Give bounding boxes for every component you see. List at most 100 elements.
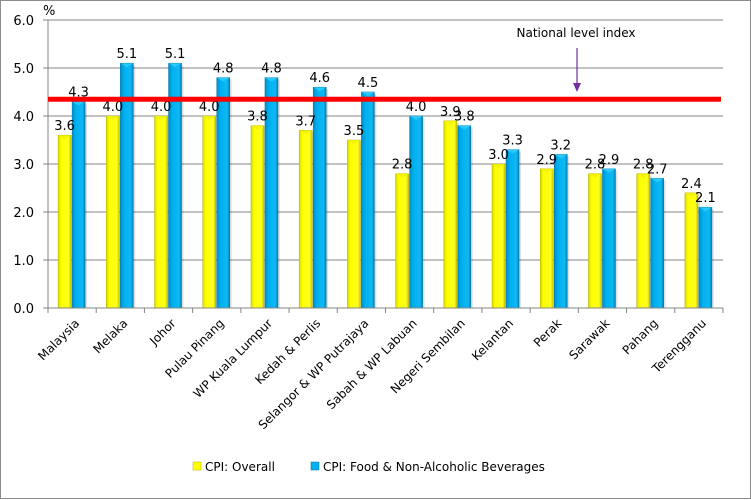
bar-cap	[106, 116, 120, 120]
bar-cap	[409, 116, 423, 120]
x-category-label: Melaka	[90, 316, 130, 356]
data-label: 3.9	[440, 105, 461, 120]
bar-cap	[636, 173, 650, 178]
data-label: 3.0	[488, 148, 509, 163]
bar-cap	[395, 173, 409, 178]
bar-food	[698, 206, 713, 309]
y-axis-unit: %	[43, 4, 55, 19]
x-category-label: Johor	[146, 316, 178, 348]
gridlines	[48, 19, 723, 261]
bar-overall	[443, 120, 458, 309]
bar-cap	[72, 101, 86, 106]
x-category-label: Malaysia	[35, 316, 82, 363]
data-label: 2.8	[585, 158, 606, 173]
bar-cap	[540, 168, 554, 173]
arrow-head-icon	[573, 83, 581, 92]
data-label: 4.8	[213, 62, 234, 77]
data-label: 2.9	[599, 153, 620, 168]
y-tick-label: 6.0	[13, 14, 34, 29]
data-label: 2.8	[633, 158, 654, 173]
y-tick-label: 1.0	[13, 254, 34, 269]
data-label: 4.6	[309, 71, 330, 86]
bar-cap	[264, 77, 278, 82]
bar-cap	[202, 116, 216, 120]
bar-overall	[154, 115, 168, 309]
data-label: 2.9	[536, 153, 557, 168]
data-label: 3.7	[295, 114, 316, 129]
bars	[57, 62, 714, 309]
data-label: 4.0	[199, 100, 220, 115]
data-label: 3.5	[344, 124, 365, 139]
bar-cap	[684, 192, 698, 197]
bar-cap	[58, 135, 72, 140]
x-category-label: Sabah & WP Labuan	[324, 316, 420, 412]
bar-cap	[602, 168, 616, 173]
bar-overall	[491, 163, 506, 309]
bar-cap	[299, 130, 313, 135]
legend-swatch-food	[310, 461, 320, 471]
annotation-text: National level index	[517, 26, 636, 40]
bar-cap	[347, 140, 361, 144]
bar-food	[554, 154, 568, 309]
bar-cap	[168, 63, 182, 68]
legend-label: CPI: Overall	[205, 460, 275, 474]
bar-food	[602, 168, 616, 309]
legend: CPI: Overall CPI: Food & Non-Alcoholic Be…	[192, 460, 545, 474]
bar-cap	[698, 207, 712, 212]
bar-overall	[250, 125, 265, 309]
bar-overall	[347, 139, 361, 309]
y-tick-label: 5.0	[13, 62, 34, 77]
data-label: 4.0	[102, 100, 123, 115]
data-label: 4.5	[358, 76, 379, 91]
data-label: 2.1	[695, 191, 716, 206]
bar-overall	[588, 173, 602, 309]
y-tick-label: 0.0	[13, 302, 34, 317]
data-label: 5.1	[165, 47, 186, 62]
bar-cap	[492, 164, 506, 168]
bar-overall	[395, 173, 409, 309]
x-category-label: Kelantan	[469, 316, 516, 363]
y-axis: 0.0 1.0 2.0 3.0 4.0 5.0 6.0	[13, 14, 49, 317]
data-label: 2.4	[681, 177, 702, 192]
bar-cap	[588, 173, 602, 178]
bar-food	[505, 149, 520, 309]
data-label: 4.8	[261, 62, 282, 77]
x-category-label: Pahang	[620, 316, 661, 357]
bar-overall	[202, 115, 216, 309]
data-label: 2.7	[647, 162, 668, 177]
bar-overall	[684, 192, 699, 309]
data-label: 2.8	[392, 158, 413, 173]
data-label: 3.6	[54, 119, 75, 134]
bar-cap	[313, 87, 327, 92]
bar-overall	[106, 115, 120, 309]
bar-cap	[457, 125, 471, 130]
bar-cap	[250, 125, 264, 130]
x-category-label: Perak	[531, 316, 565, 350]
bar-cap	[443, 120, 457, 125]
data-label: 3.8	[454, 110, 475, 125]
y-tick-label: 4.0	[13, 110, 34, 125]
bar-cap	[650, 178, 664, 183]
bar-cap	[120, 63, 134, 68]
bar-food	[650, 178, 664, 309]
data-label: 4.0	[151, 100, 172, 115]
data-labels: 3.64.34.05.14.05.14.04.83.84.83.74.63.54…	[54, 47, 715, 206]
data-label: 3.8	[247, 110, 268, 125]
data-label: 3.3	[502, 134, 523, 149]
bar-cap	[554, 154, 568, 159]
bar-overall	[636, 173, 650, 309]
bar-cap	[216, 77, 230, 82]
bar-cap	[506, 149, 520, 154]
x-category-label: Sarawak	[566, 316, 612, 362]
legend-swatch-overall	[192, 461, 202, 471]
bar-cap	[361, 92, 375, 96]
bar-overall	[57, 134, 72, 309]
annotation: National level index	[517, 26, 636, 92]
bar-overall	[298, 130, 313, 309]
bar-food	[457, 125, 472, 309]
data-label: 3.2	[550, 138, 571, 153]
data-label: 5.1	[116, 47, 137, 62]
bar-overall	[540, 168, 554, 309]
